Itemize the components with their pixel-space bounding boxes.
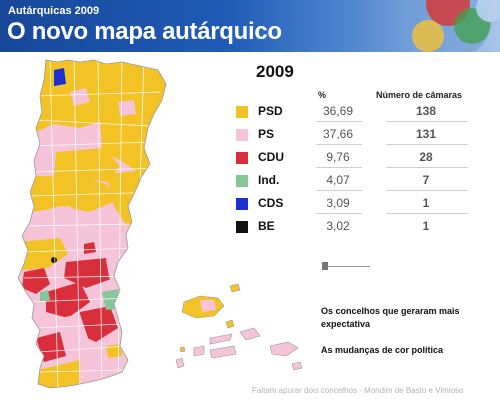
party-label: Ind. bbox=[258, 173, 280, 187]
header-decoration bbox=[408, 0, 500, 52]
swatch-ps bbox=[236, 129, 248, 141]
legend-row-cds[interactable]: CDS 3,09 1 bbox=[236, 194, 472, 217]
slider-track[interactable] bbox=[322, 266, 370, 267]
region-alentejo-north-ps[interactable] bbox=[106, 256, 140, 292]
island-sao-miguel[interactable] bbox=[269, 341, 299, 357]
row-divider bbox=[316, 121, 362, 122]
island-porto-santo[interactable] bbox=[229, 283, 241, 293]
island-madeira-ps-part[interactable] bbox=[200, 300, 216, 312]
legend-row-cdu[interactable]: CDU 9,76 28 bbox=[236, 148, 472, 171]
island-faial[interactable] bbox=[193, 345, 205, 357]
party-camaras: 7 bbox=[422, 173, 430, 187]
party-camaras: 1 bbox=[422, 196, 430, 210]
portugal-outline bbox=[17, 59, 167, 389]
row-divider bbox=[386, 190, 468, 191]
island-terceira[interactable] bbox=[239, 327, 261, 341]
party-label: PSD bbox=[258, 104, 283, 118]
portugal-mainland-map[interactable] bbox=[10, 56, 170, 392]
party-label: PS bbox=[258, 127, 275, 141]
row-divider bbox=[316, 190, 362, 191]
row-divider bbox=[386, 167, 468, 168]
party-camaras: 1 bbox=[422, 219, 430, 233]
header-banner: Autárquicas 2009 O novo mapa autárquico bbox=[0, 0, 500, 52]
region-algarve-ps[interactable] bbox=[80, 356, 130, 392]
concelho-cdu-centre[interactable] bbox=[84, 242, 96, 254]
year-slider[interactable] bbox=[322, 262, 372, 270]
column-header-camaras: Número de câmaras bbox=[376, 90, 463, 100]
legend-row-ind[interactable]: Ind. 4,07 7 bbox=[236, 171, 472, 194]
party-label: BE bbox=[258, 219, 275, 233]
party-percent: 4,07 bbox=[326, 173, 350, 187]
swatch-cdu bbox=[236, 152, 248, 164]
concelho-cdu-east[interactable] bbox=[126, 268, 136, 280]
concelho-boundaries bbox=[21, 60, 161, 388]
island-corvo[interactable] bbox=[179, 346, 186, 353]
region-coimbra-ps[interactable] bbox=[28, 206, 82, 242]
slider-handle[interactable] bbox=[322, 262, 328, 270]
region-algarve-psd[interactable] bbox=[38, 360, 90, 392]
page-title: O novo mapa autárquico bbox=[7, 18, 282, 45]
link-concelhos-expectativa[interactable]: Os concelhos que geraram mais expectativ… bbox=[321, 306, 460, 329]
party-label: CDS bbox=[258, 196, 284, 210]
concelho-be-salvaterra[interactable] bbox=[51, 257, 57, 263]
party-percent: 9,76 bbox=[326, 150, 350, 164]
link-mudancas-cor[interactable]: As mudanças de cor política bbox=[321, 345, 444, 355]
party-camaras: 138 bbox=[415, 104, 437, 118]
island-flores[interactable] bbox=[175, 357, 185, 369]
swatch-psd bbox=[236, 106, 248, 118]
island-sao-jorge[interactable] bbox=[209, 333, 233, 345]
region-ribatejo-cdu[interactable] bbox=[64, 258, 114, 288]
row-divider bbox=[386, 144, 468, 145]
region-beja-ps[interactable] bbox=[60, 314, 90, 352]
party-camaras: 28 bbox=[419, 150, 433, 164]
concelho-ind-coastal[interactable] bbox=[40, 290, 50, 302]
island-pico[interactable] bbox=[209, 345, 237, 359]
party-label: CDU bbox=[258, 150, 284, 164]
swatch-ind bbox=[236, 175, 248, 187]
party-percent: 36,69 bbox=[322, 104, 354, 118]
island-graciosa[interactable] bbox=[225, 319, 235, 329]
row-divider bbox=[386, 213, 468, 214]
islands-map[interactable] bbox=[170, 276, 320, 376]
swatch-be bbox=[236, 221, 248, 233]
footnote: Faltam apurar dois concelhos - Mondim de… bbox=[252, 386, 464, 395]
party-camaras: 131 bbox=[415, 127, 437, 141]
row-divider bbox=[316, 167, 362, 168]
swatch-cds bbox=[236, 198, 248, 210]
party-percent: 37,66 bbox=[322, 127, 354, 141]
legend-row-psd[interactable]: PSD 36,69 138 bbox=[236, 102, 472, 125]
legend-row-ps[interactable]: PS 37,66 131 bbox=[236, 125, 472, 148]
row-divider bbox=[316, 213, 362, 214]
region-lisboa-cdu[interactable] bbox=[22, 268, 50, 294]
table-year: 2009 bbox=[256, 62, 294, 81]
party-percent: 3,09 bbox=[326, 196, 350, 210]
row-divider bbox=[316, 144, 362, 145]
legend-row-be[interactable]: BE 3,02 1 bbox=[236, 217, 472, 240]
concelho-cds-ponte-de-lima[interactable] bbox=[54, 68, 66, 86]
column-header-percent: % bbox=[318, 90, 327, 100]
results-legend: PSD 36,69 138 PS 37,66 131 CDU 9,76 28 I… bbox=[236, 102, 472, 240]
party-percent: 3,02 bbox=[326, 219, 350, 233]
concelho-ps-north-2[interactable] bbox=[118, 100, 136, 116]
header-kicker: Autárquicas 2009 bbox=[8, 5, 100, 17]
island-santa-maria[interactable] bbox=[291, 361, 303, 371]
region-odemira-cdu[interactable] bbox=[36, 332, 66, 362]
row-divider bbox=[386, 121, 468, 122]
region-douro-psd[interactable] bbox=[54, 148, 120, 182]
